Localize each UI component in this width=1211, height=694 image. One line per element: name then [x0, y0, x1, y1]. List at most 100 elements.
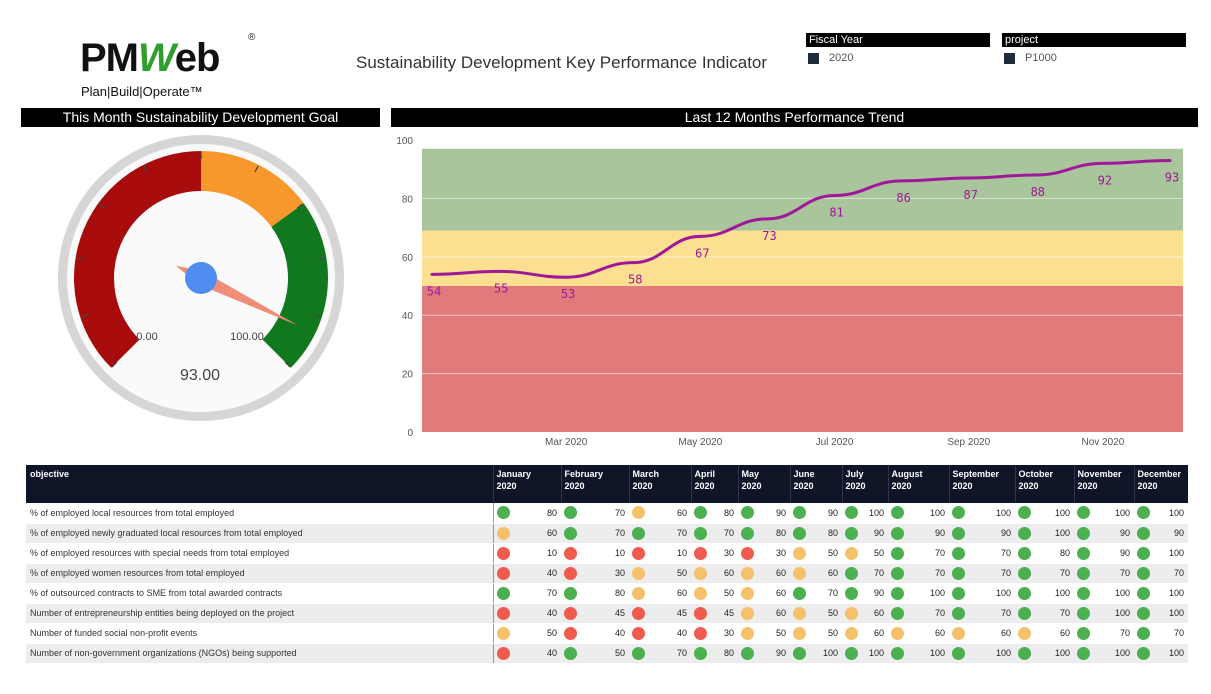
status-indicator-green — [845, 526, 858, 540]
kpi-value: 30 — [614, 568, 625, 578]
trend-data-label: 67 — [695, 246, 709, 260]
kpi-value: 100 — [995, 588, 1011, 598]
kpi-value: 100 — [1114, 507, 1130, 518]
objective-cell: % of employed newly graduated local reso… — [26, 523, 494, 544]
kpi-value: 70 — [873, 568, 884, 578]
status-indicator-green — [845, 506, 858, 520]
status-indicator-green — [741, 646, 754, 660]
kpi-value-cell: 90 — [738, 643, 790, 664]
kpi-value: 70 — [1059, 608, 1070, 618]
trend-y-tick-label: 60 — [402, 253, 414, 264]
status-indicator-green — [793, 526, 806, 540]
status-indicator-green — [952, 526, 965, 540]
fiscal-year-checkbox[interactable] — [808, 52, 819, 64]
gauge-band-2 — [262, 203, 328, 368]
status-indicator-amber — [793, 546, 806, 560]
kpi-value-cell: 60 — [738, 603, 790, 624]
kpi-value: 80 — [614, 588, 625, 598]
kpi-value: 30 — [723, 548, 734, 558]
column-header-month[interactable]: August 2020 — [887, 465, 949, 503]
trend-data-point — [1034, 173, 1038, 177]
column-header-month[interactable]: February 2020 — [560, 465, 629, 503]
trend-data-label: 87 — [964, 188, 978, 202]
kpi-value: 100 — [1168, 548, 1184, 558]
table-row: % of employed women resources from total… — [26, 563, 1188, 584]
column-header-month[interactable]: March 2020 — [628, 465, 691, 503]
kpi-table-header: objective January 2020 February 2020 March 202… — [26, 465, 1188, 503]
kpi-value: 30 — [775, 548, 786, 558]
kpi-value-cell: 100 — [949, 583, 1015, 604]
table-row: % of outsourced contracts to SME from to… — [26, 583, 1188, 604]
column-header-month[interactable]: December 2020 — [1133, 465, 1188, 503]
column-header-month[interactable]: October 2020 — [1014, 465, 1074, 503]
kpi-table: objective January 2020 February 2020 March 202… — [26, 465, 1188, 664]
trend-y-tick-label: 20 — [402, 370, 414, 381]
column-header-month[interactable]: June 2020 — [789, 465, 842, 503]
status-indicator-amber — [793, 606, 806, 620]
trend-data-point — [765, 217, 769, 221]
trend-data-point — [698, 234, 702, 238]
project-option[interactable]: P1000 — [1002, 52, 1186, 64]
status-indicator-amber — [632, 586, 645, 600]
status-indicator-red — [694, 606, 707, 620]
gauge-tick — [296, 203, 304, 209]
kpi-value-cell: 60 — [949, 623, 1015, 644]
status-indicator-green — [1137, 566, 1150, 580]
status-indicator-green — [1077, 606, 1090, 620]
kpi-value-cell: 60 — [842, 623, 888, 644]
kpi-value: 100 — [1168, 608, 1184, 618]
kpi-value: 80 — [723, 507, 734, 518]
kpi-value-cell: 30 — [561, 563, 629, 584]
kpi-value: 70 — [934, 548, 945, 558]
column-header-month[interactable]: January 2020 — [492, 465, 561, 503]
trend-data-point — [631, 261, 635, 265]
column-header-objective[interactable]: objective — [26, 465, 493, 503]
kpi-value: 60 — [827, 568, 838, 578]
kpi-value-cell: 80 — [790, 523, 842, 544]
column-header-month[interactable]: May 2020 — [737, 465, 790, 503]
dashboard-title: Sustainability Development Key Performan… — [356, 53, 768, 72]
kpi-value-cell: 60 — [1015, 623, 1074, 644]
column-header-month[interactable]: November 2020 — [1073, 465, 1134, 503]
status-indicator-green — [1077, 526, 1090, 540]
kpi-value-cell: 70 — [629, 643, 691, 664]
objective-cell: Number of non-government organizations (… — [26, 643, 494, 664]
kpi-value: 70 — [676, 528, 687, 538]
kpi-value-cell: 60 — [842, 603, 888, 624]
gauge-tick — [98, 203, 106, 209]
trend-data-label: 92 — [1098, 173, 1112, 187]
project-slicer[interactable]: project P1000 — [1002, 33, 1186, 64]
table-row: Number of funded social non-profit event… — [26, 623, 1188, 644]
kpi-value: 70 — [1000, 568, 1011, 578]
column-header-month[interactable]: September 2020 — [948, 465, 1015, 503]
status-indicator-green — [564, 526, 577, 540]
kpi-value: 50 — [827, 548, 838, 558]
kpi-value-cell: 40 — [629, 623, 691, 644]
trend-band-2 — [422, 148, 1183, 231]
kpi-value-cell: 90 — [1134, 523, 1188, 544]
status-indicator-red — [564, 606, 577, 620]
kpi-value-cell: 70 — [949, 603, 1015, 624]
trend-data-point — [967, 176, 971, 180]
column-header-month[interactable]: July 2020 — [841, 465, 888, 503]
project-checkbox[interactable] — [1004, 52, 1015, 64]
kpi-value: 70 — [1119, 568, 1130, 578]
kpi-value: 60 — [723, 568, 734, 578]
kpi-value: 70 — [1000, 548, 1011, 558]
trend-data-point — [1101, 161, 1105, 165]
kpi-value-cell: 70 — [1074, 563, 1134, 584]
trend-data-point — [900, 179, 904, 183]
kpi-value: 50 — [827, 628, 838, 638]
kpi-value: 70 — [934, 568, 945, 578]
kpi-value: 100 — [1054, 588, 1070, 598]
status-indicator-green — [845, 646, 858, 660]
fiscal-year-option[interactable]: 2020 — [806, 52, 990, 64]
gauge-tick — [313, 314, 322, 318]
status-indicator-green — [496, 586, 510, 600]
status-indicator-green — [891, 606, 904, 620]
fiscal-year-slicer[interactable]: Fiscal Year 2020 — [806, 33, 990, 64]
column-header-month[interactable]: April 2020 — [690, 465, 738, 503]
objective-cell: Number of funded social non-profit event… — [26, 623, 494, 644]
kpi-value: 80 — [546, 507, 557, 518]
status-indicator-red — [632, 606, 645, 620]
